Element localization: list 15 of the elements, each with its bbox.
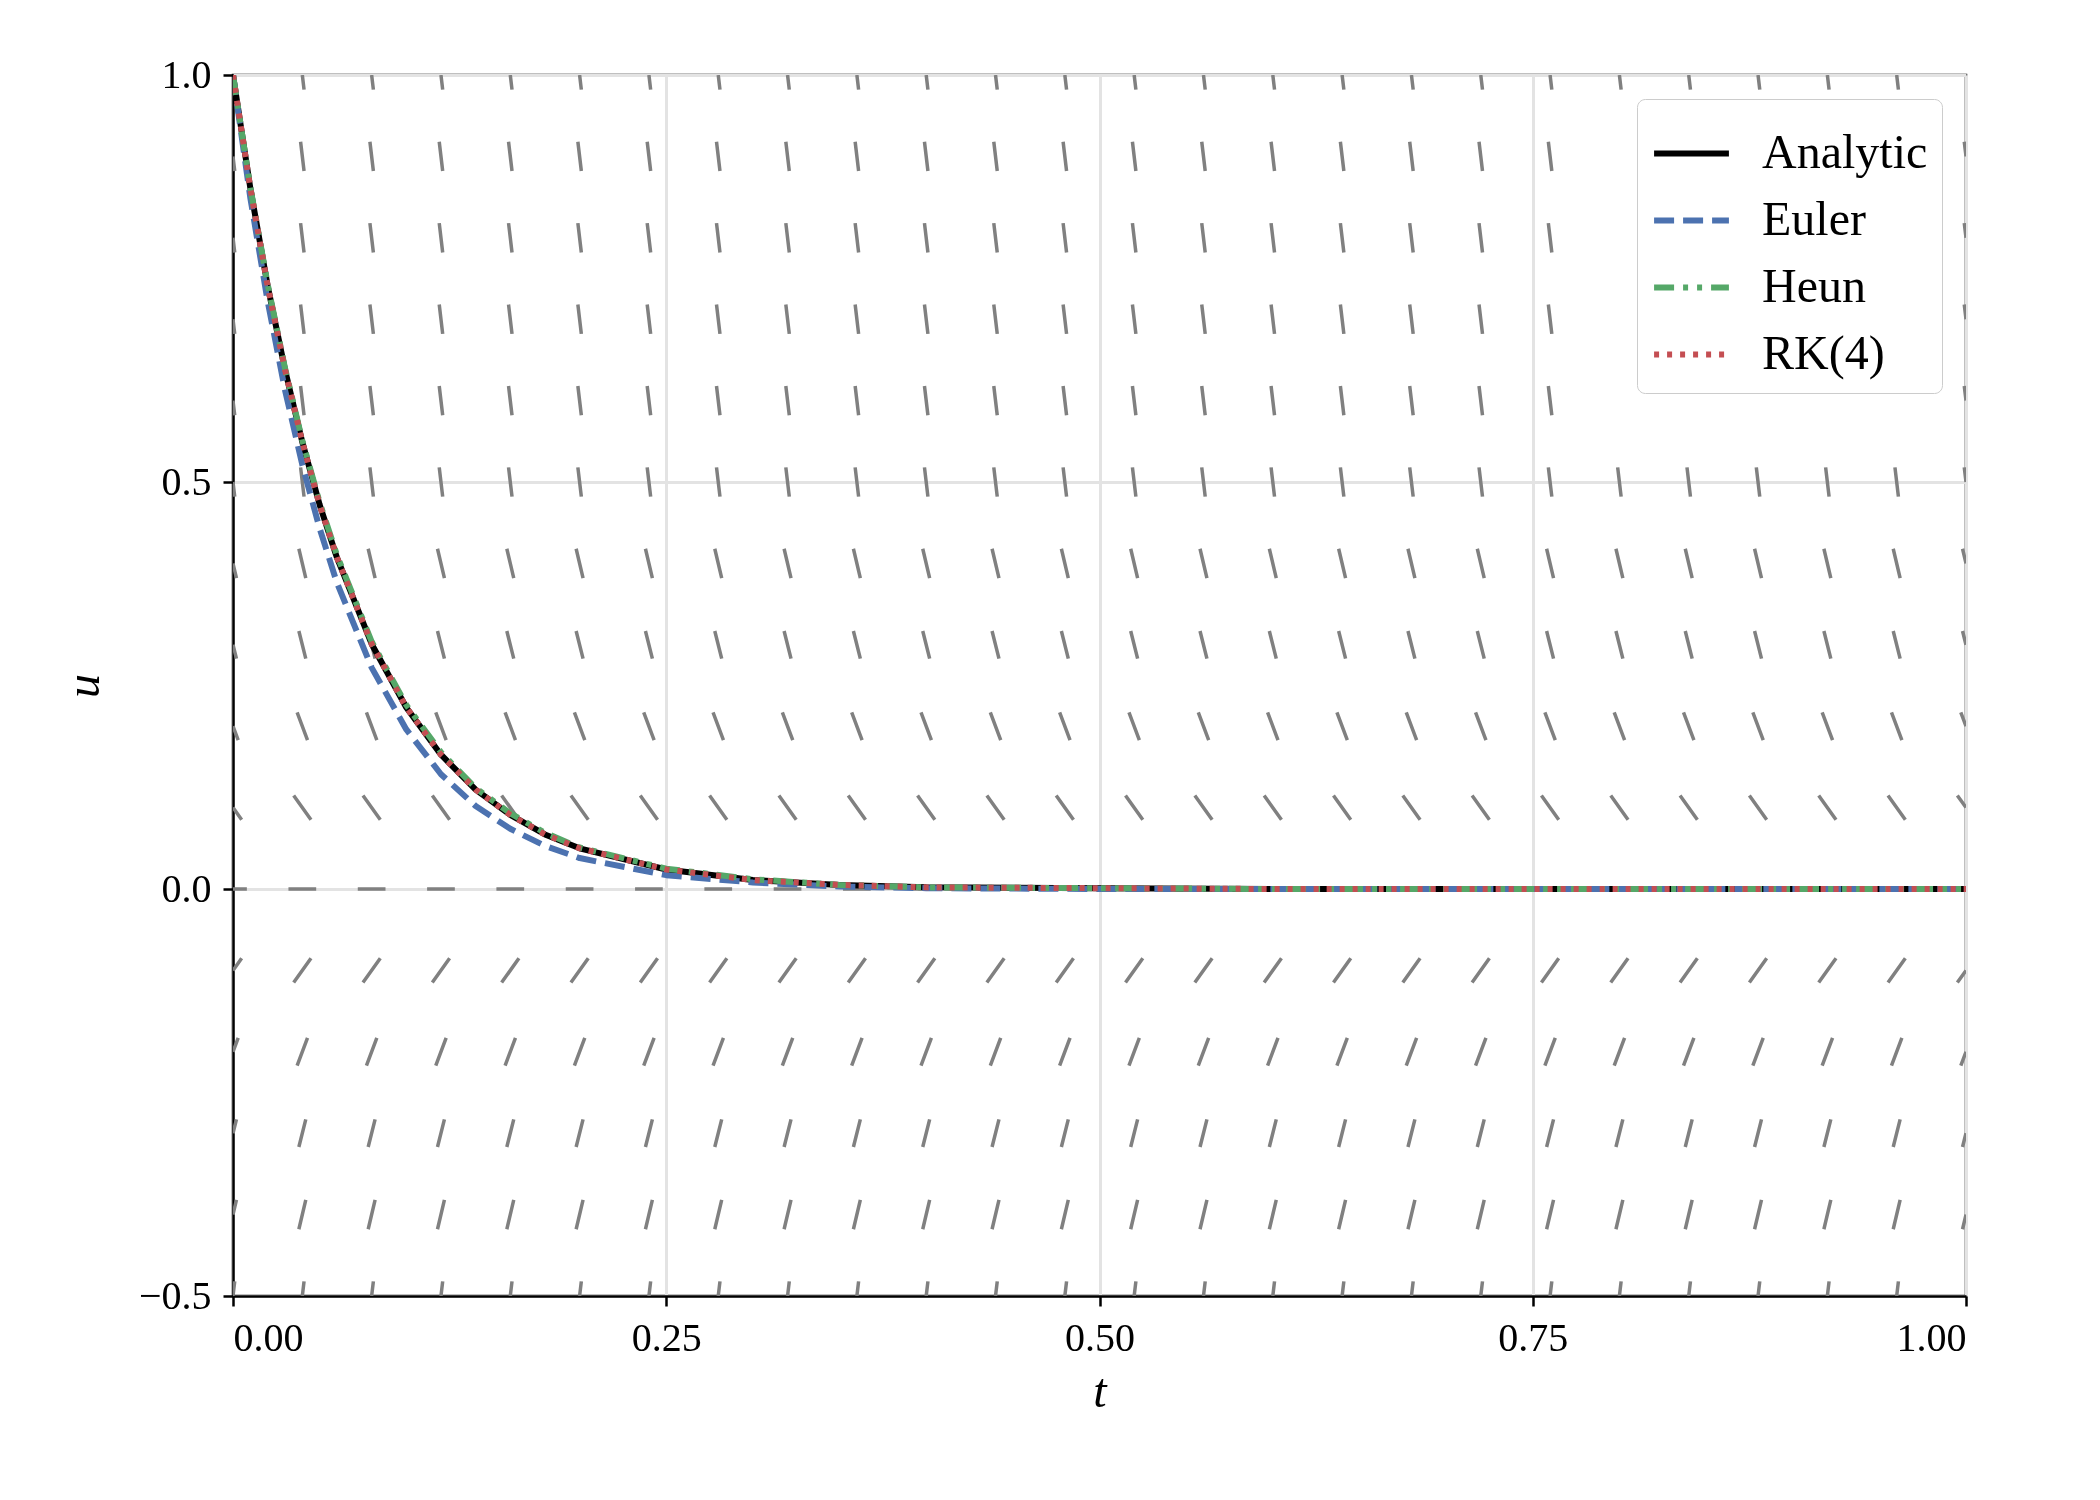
x-tick-label: 0.50 (1065, 1314, 1135, 1360)
x-tick-label: 0.25 (631, 1314, 702, 1360)
legend-label: Euler (1762, 191, 1866, 245)
y-tick-label: −0.5 (138, 1272, 212, 1318)
x-axis-title: t (1093, 1363, 1109, 1417)
legend-label: RK(4) (1762, 325, 1885, 380)
y-tick-label: 0.5 (161, 458, 212, 504)
y-tick-label: 0.0 (161, 865, 212, 911)
y-axis-title: u (55, 674, 109, 698)
x-tick-label: 0.00 (233, 1314, 304, 1360)
legend-label: Heun (1762, 258, 1866, 312)
x-tick-label: 0.75 (1498, 1314, 1569, 1360)
y-tick-label: 1.0 (161, 51, 212, 97)
legend-label: Analytic (1762, 124, 1928, 178)
x-tick-label: 1.00 (1896, 1314, 1967, 1360)
